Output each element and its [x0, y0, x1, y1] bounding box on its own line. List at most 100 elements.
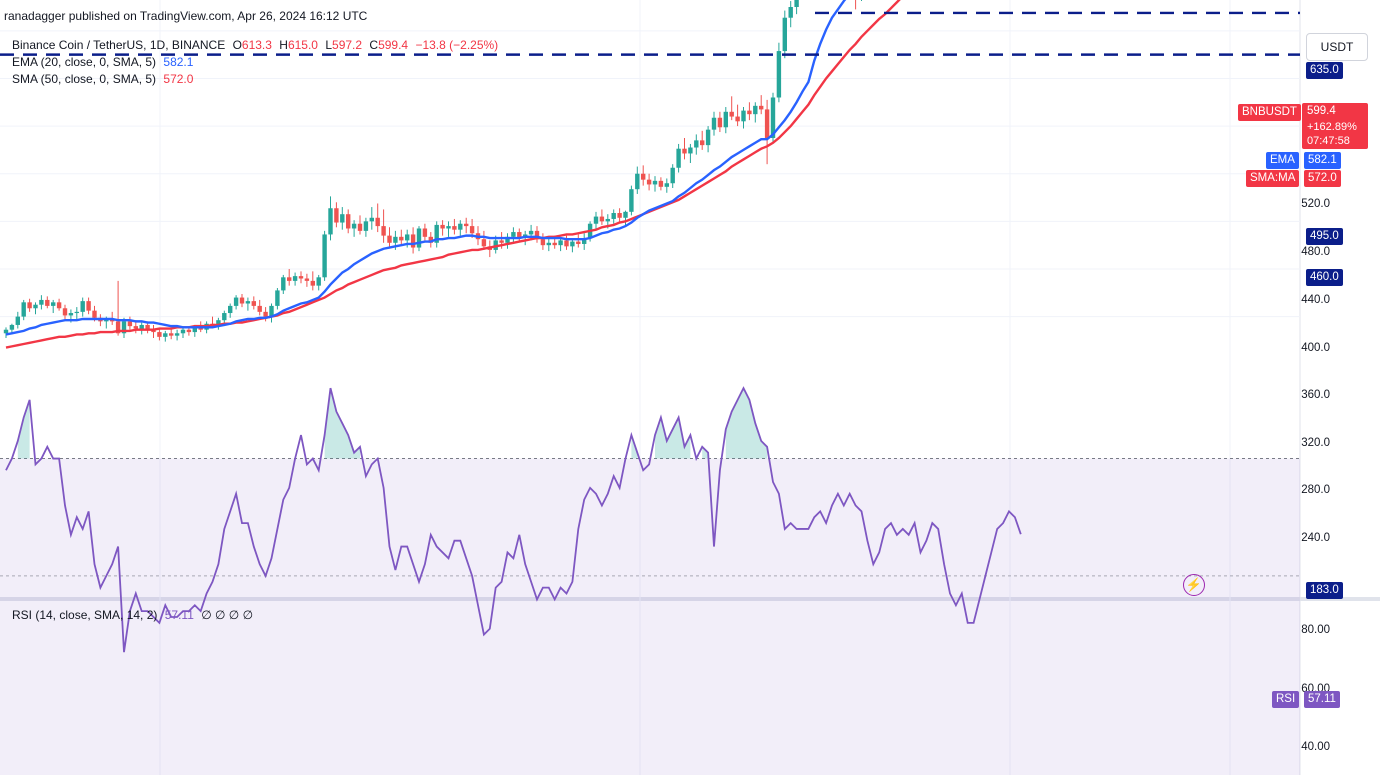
price-tick-label: 280.0 [1301, 484, 1330, 496]
candle-body [33, 304, 38, 309]
currency-button[interactable]: USDT [1306, 33, 1368, 61]
candle-body [334, 208, 339, 223]
candle-body [711, 117, 717, 130]
candle-body [292, 276, 298, 281]
l-value: 597.2 [332, 38, 363, 52]
candle-body [157, 332, 162, 337]
candle-body [369, 217, 374, 222]
candle-body [729, 111, 734, 117]
candle-body [304, 278, 310, 281]
o-value: 613.3 [241, 38, 272, 52]
candle-body [599, 216, 605, 222]
candle-body [546, 242, 551, 246]
candle-body [9, 324, 15, 330]
candle-body [56, 302, 62, 309]
candle-body [540, 239, 546, 246]
candle-body [328, 208, 333, 235]
candle-body [3, 329, 9, 334]
candle-body [688, 147, 693, 154]
ohlc-open: O613.3 [233, 38, 276, 52]
candle-body [405, 234, 410, 241]
lightning-alert-icon[interactable]: ⚡ [1183, 574, 1205, 596]
rsi-legend-label: RSI (14, close, SMA, 14, 2) [12, 608, 158, 622]
candle-body [186, 329, 192, 333]
candle-body [570, 241, 575, 247]
candle-body [363, 221, 369, 231]
candle-body [564, 240, 569, 247]
price-tick-label: 360.0 [1301, 389, 1330, 401]
c-label: C [369, 38, 379, 52]
candle-body [163, 333, 168, 337]
sma-legend[interactable]: SMA (50, close, 0, SMA, 5) 572.0 [12, 72, 193, 86]
candle-body [434, 224, 439, 243]
candle-body [233, 297, 239, 306]
rsi-band [0, 458, 1300, 775]
candle-body [428, 236, 433, 243]
candle-body [15, 316, 20, 325]
candle-body [452, 226, 457, 230]
candle-body [74, 311, 79, 314]
candle-body [753, 105, 758, 115]
candle-body [788, 7, 793, 18]
candle-body [782, 17, 787, 52]
price-tick-label: 320.0 [1301, 437, 1330, 449]
o-label: O [232, 38, 242, 52]
candle-body [705, 129, 711, 146]
candle-body [257, 305, 262, 312]
candle-body [576, 241, 581, 244]
ema20-line [5, 0, 847, 336]
candle-body [558, 240, 563, 246]
candle-body [464, 223, 469, 227]
candle-body [593, 216, 599, 224]
rsi-overbought-fill [17, 399, 30, 459]
candle-body [21, 302, 26, 317]
candle-body [263, 311, 268, 317]
candle-body [281, 277, 286, 291]
candle-body [275, 290, 280, 306]
candle-body [86, 301, 91, 311]
candle-body [139, 324, 144, 329]
candle-body [322, 234, 327, 278]
candle-body [310, 280, 315, 286]
candle-body [582, 238, 587, 244]
candle-body [92, 310, 97, 318]
sma-legend-label: SMA (50, close, 0, SMA, 5) [12, 72, 157, 86]
axis-bottom-tag: 183.0 [1306, 582, 1343, 599]
candle-body [239, 297, 245, 304]
candle-body [605, 218, 610, 222]
ema-legend[interactable]: EMA (20, close, 0, SMA, 5) 582.1 [12, 55, 193, 69]
candle-body [664, 183, 669, 187]
sma-legend-value: 572.0 [163, 72, 194, 86]
candle-body [416, 228, 422, 248]
c-value: 599.4 [378, 38, 409, 52]
price-tick-label: 440.0 [1301, 294, 1330, 306]
pane-separator [0, 597, 1380, 601]
candle-body [68, 313, 74, 316]
candle-body [670, 167, 675, 184]
current-price: 599.4 [1307, 105, 1336, 117]
candle-body [499, 240, 504, 243]
candle-body [534, 230, 540, 240]
symbol-price-tag: BNBUSDT [1238, 104, 1301, 121]
rsi-legend[interactable]: RSI (14, close, SMA, 14, 2) 57.11 ∅ ∅ ∅ … [12, 608, 253, 622]
candle-body [658, 180, 664, 187]
candle-body [45, 299, 50, 306]
ohlc-high: H615.0 [279, 38, 321, 52]
level-tag-635: 635.0 [1306, 62, 1343, 79]
candle-body [251, 301, 256, 306]
sma-value-tag: 572.0 [1304, 170, 1341, 187]
candle-body [635, 173, 640, 190]
candle-body [505, 236, 510, 243]
rsi-legend-value: 57.11 [164, 608, 194, 622]
candle-body [245, 301, 251, 304]
candle-body [652, 180, 658, 185]
symbol-title[interactable]: Binance Coin / TetherUS, 1D, BINANCE [12, 38, 226, 52]
candle-body [381, 226, 386, 236]
candle-body [770, 97, 776, 138]
ema-name-tag: EMA [1266, 152, 1299, 169]
candle-body [422, 228, 428, 237]
candle-body [446, 226, 451, 229]
l-label: L [325, 38, 333, 52]
candle-body [623, 211, 628, 218]
